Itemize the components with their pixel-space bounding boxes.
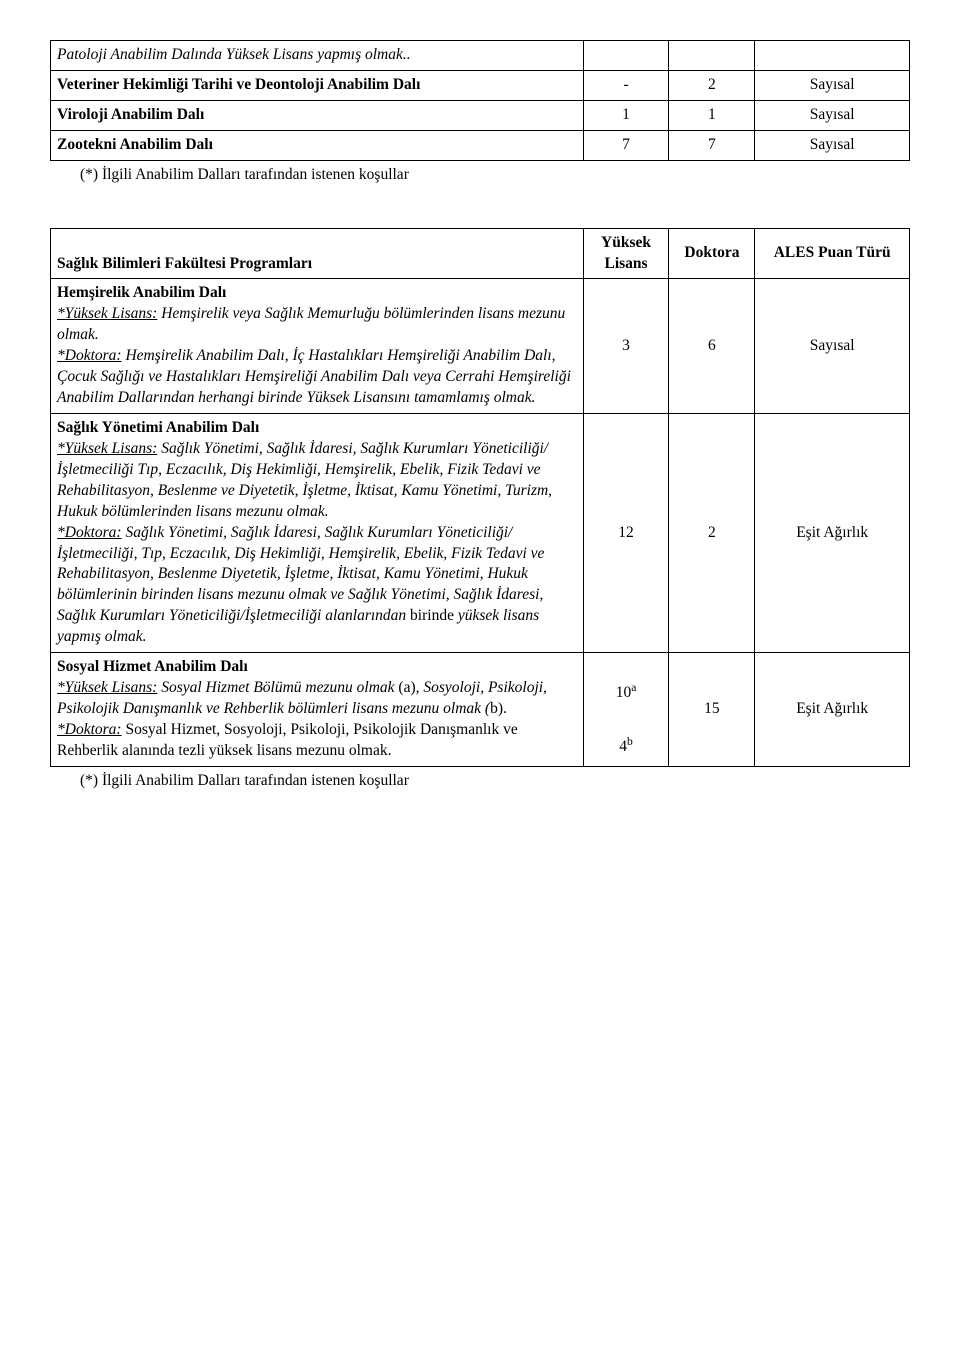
cell-c1: 1 [583, 100, 669, 130]
cell-c3: Sayısal [755, 100, 910, 130]
c1b-sup: b [627, 735, 633, 748]
yl-text-b: (a) [398, 679, 415, 696]
dk-label: *Doktora: [57, 347, 122, 364]
cell-c1: 12 [583, 413, 669, 652]
cell-c2: 6 [669, 279, 755, 414]
cell-c1 [583, 41, 669, 71]
table-row: Sosyal Hizmet Anabilim Dalı *Yüksek Lisa… [51, 653, 910, 767]
table-row: Veteriner Hekimliği Tarihi ve Deontoloji… [51, 70, 910, 100]
row-title: Sağlık Yönetimi Anabilim Dalı [57, 419, 259, 436]
cell-c2: 2 [669, 413, 755, 652]
cell-c2: 1 [669, 100, 755, 130]
dk-label: *Doktora: [57, 721, 122, 738]
yl-text-a: Sosyal Hizmet Bölümü mezunu olmak [157, 679, 398, 696]
cell-c3: Sayısal [755, 279, 910, 414]
yl-label: *Yüksek Lisans: [57, 305, 157, 322]
row-text: Veteriner Hekimliği Tarihi ve Deontoloji… [57, 76, 420, 93]
table-row: Viroloji Anabilim Dalı 1 1 Sayısal [51, 100, 910, 130]
cell-c3 [755, 41, 910, 71]
yl-label: *Yüksek Lisans: [57, 440, 157, 457]
header-c3: ALES Puan Türü [755, 228, 910, 279]
cell-c2: 7 [669, 130, 755, 160]
dk-text: Hemşirelik Anabilim Dalı, İç Hastalıklar… [57, 347, 571, 406]
cell-c2: 15 [669, 653, 755, 767]
cell-c3: Eşit Ağırlık [755, 653, 910, 767]
table-row: Zootekni Anabilim Dalı 7 7 Sayısal [51, 130, 910, 160]
top-table: Patoloji Anabilim Dalında Yüksek Lisans … [50, 40, 910, 161]
dk-text-b: birinde [410, 607, 454, 624]
table-row: Sağlık Yönetimi Anabilim Dalı *Yüksek Li… [51, 413, 910, 652]
cell-c2 [669, 41, 755, 71]
c1a-sup: a [631, 681, 636, 694]
dk-label: *Doktora: [57, 524, 122, 541]
row-text: Patoloji Anabilim Dalında Yüksek Lisans … [57, 46, 411, 63]
cell-c1: - [583, 70, 669, 100]
header-c1: Yüksek Lisans [583, 228, 669, 279]
programs-table: Sağlık Bilimleri Fakültesi Programları Y… [50, 228, 910, 767]
table2-footnote: (*) İlgili Anabilim Dalları tarafından i… [50, 767, 910, 794]
header-c0: Sağlık Bilimleri Fakültesi Programları [51, 228, 584, 279]
c1a-val: 10 [616, 685, 632, 702]
table1-footnote: (*) İlgili Anabilim Dalları tarafından i… [50, 161, 910, 188]
cell-c1: 3 [583, 279, 669, 414]
table-row: Patoloji Anabilim Dalında Yüksek Lisans … [51, 41, 910, 71]
dk-text: Sosyal Hizmet, Sosyoloji, Psikoloji, Psi… [57, 721, 518, 759]
cell-c3: Sayısal [755, 70, 910, 100]
cell-c1: 10a 4b [583, 653, 669, 767]
row-title: Sosyal Hizmet Anabilim Dalı [57, 658, 248, 675]
yl-text-d: b). [490, 700, 507, 717]
yl-label: *Yüksek Lisans: [57, 679, 157, 696]
row-text: Zootekni Anabilim Dalı [57, 136, 213, 153]
cell-c3: Sayısal [755, 130, 910, 160]
header-c2: Doktora [669, 228, 755, 279]
cell-c1: 7 [583, 130, 669, 160]
cell-c2: 2 [669, 70, 755, 100]
header-row: Sağlık Bilimleri Fakültesi Programları Y… [51, 228, 910, 279]
row-title: Hemşirelik Anabilim Dalı [57, 284, 226, 301]
c1b-val: 4 [619, 739, 627, 756]
cell-c3: Eşit Ağırlık [755, 413, 910, 652]
table-row: Hemşirelik Anabilim Dalı *Yüksek Lisans:… [51, 279, 910, 414]
row-text: Viroloji Anabilim Dalı [57, 106, 204, 123]
